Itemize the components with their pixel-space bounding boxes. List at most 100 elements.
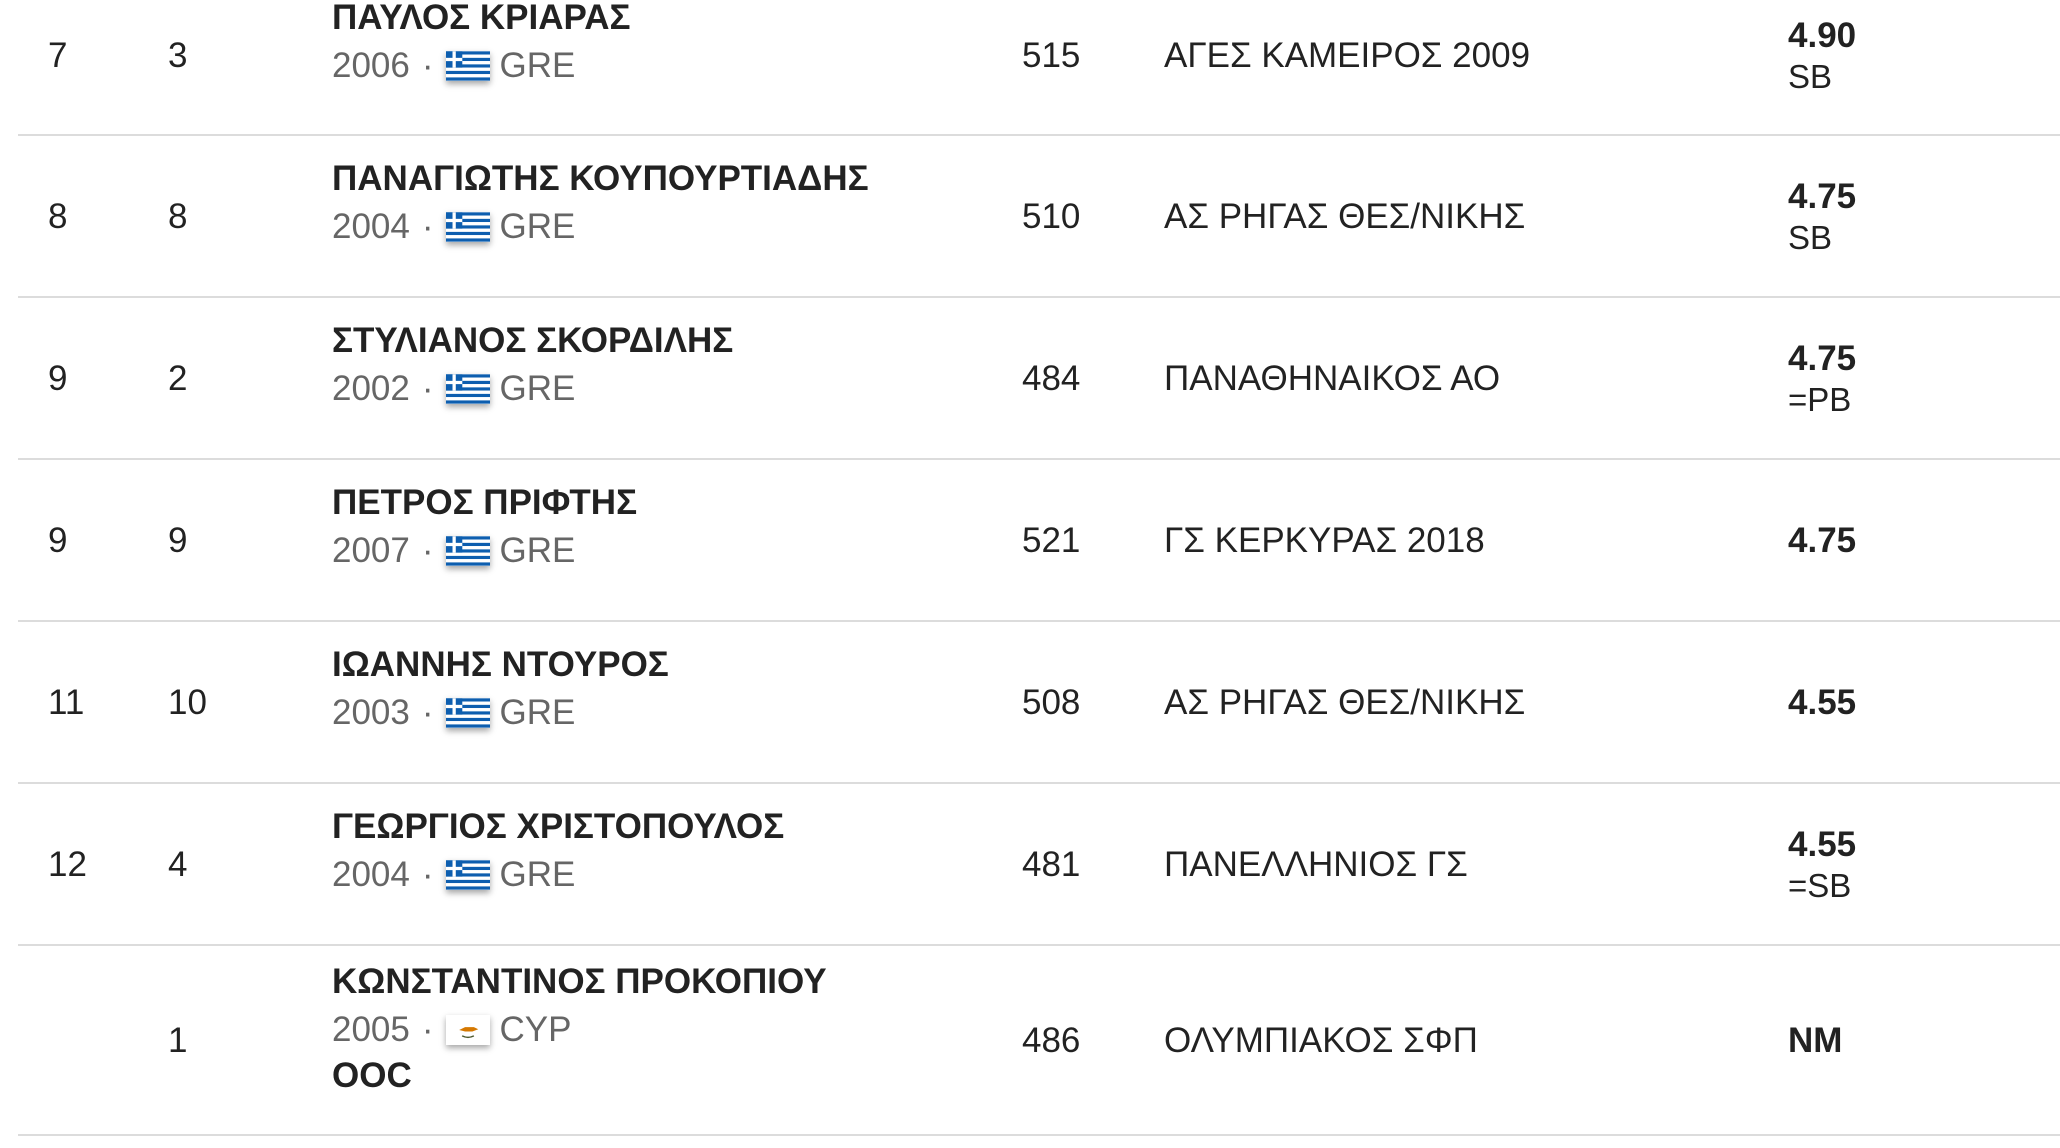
place-cell: 12: [48, 845, 87, 884]
greece-flag-icon: [445, 374, 490, 404]
place-cell: 7: [48, 36, 68, 75]
greece-flag-icon: [445, 212, 490, 242]
result-cell: 4.55: [1788, 683, 1856, 723]
result-cell: 4.75 SB: [1788, 177, 1856, 257]
place-cell: 8: [48, 197, 68, 236]
athlete-name[interactable]: ΓΕΩΡΓΙΟΣ ΧΡΙΣΤΟΠΟΥΛΟΣ: [332, 807, 785, 846]
athlete-meta: 2006 · GRE: [332, 46, 631, 86]
bib-cell: 508: [1022, 683, 1081, 722]
ooc-label: OOC: [332, 1056, 412, 1095]
birth-year: 2005: [332, 1010, 410, 1049]
place-cell: 9: [48, 359, 68, 398]
athlete-cell: ΣΤΥΛΙΑΝΟΣ ΣΚΟΡΔΙΛΗΣ 2002 · GRE: [332, 321, 733, 409]
greece-flag-icon: [445, 51, 490, 81]
bib-cell: 484: [1022, 359, 1081, 398]
athlete-cell: ΠΑΝΑΓΙΩΤΗΣ ΚΟΥΠΟΥΡΤΙΑΔΗΣ 2004 · GRE: [332, 159, 869, 247]
table-row-3[interactable]: 9 2 ΣΤΥΛΙΑΝΟΣ ΣΚΟΡΔΙΛΗΣ 2002 · GRE 484 Π…: [18, 298, 2060, 460]
order-cell: 10: [168, 683, 207, 722]
result-note: SB: [1788, 58, 1833, 95]
bib-cell: 515: [1022, 36, 1081, 75]
bib-cell: 510: [1022, 197, 1081, 236]
athlete-meta: 2007 · GRE: [332, 531, 637, 571]
order-cell: 4: [168, 845, 188, 884]
athlete-name[interactable]: ΠΕΤΡΟΣ ΠΡΙΦΤΗΣ: [332, 483, 638, 522]
athlete-meta: 2003 · GRE: [332, 693, 669, 733]
cyprus-flag-icon: [445, 1015, 490, 1045]
athlete-meta: 2002 · GRE: [332, 369, 733, 409]
result-cell: 4.55 =SB: [1788, 825, 1856, 905]
athlete-name[interactable]: ΠΑΝΑΓΙΩΤΗΣ ΚΟΥΠΟΥΡΤΙΑΔΗΣ: [332, 159, 869, 198]
country-code: GRE: [499, 207, 576, 246]
separator-dot: ·: [421, 46, 434, 85]
order-cell: 8: [168, 197, 188, 236]
result-cell: 4.75 =PB: [1788, 339, 1856, 419]
place-cell: 11: [48, 683, 85, 722]
birth-year: 2006: [332, 46, 410, 85]
bib-cell: 521: [1022, 521, 1081, 560]
result-cell: NM: [1788, 1021, 1842, 1061]
separator-dot: ·: [421, 531, 434, 570]
order-cell: 1: [168, 1021, 188, 1060]
birth-year: 2004: [332, 207, 410, 246]
separator-dot: ·: [421, 1010, 434, 1049]
birth-year: 2003: [332, 693, 410, 732]
result-mark: 4.75: [1788, 521, 1857, 560]
bib-cell: 486: [1022, 1021, 1081, 1060]
athlete-meta: 2004 · GRE: [332, 207, 869, 247]
greece-flag-icon: [445, 536, 490, 566]
order-cell: 3: [168, 36, 188, 75]
athlete-name[interactable]: ΣΤΥΛΙΑΝΟΣ ΣΚΟΡΔΙΛΗΣ: [332, 321, 734, 360]
club-cell: ΟΛΥΜΠΙΑΚΟΣ ΣΦΠ: [1164, 1021, 1478, 1060]
club-cell: ΠΑΝΑΘΗΝΑΙΚΟΣ ΑΟ: [1164, 359, 1501, 398]
birth-year: 2004: [332, 855, 410, 894]
country-code: GRE: [499, 855, 576, 894]
athlete-cell: ΠΑΥΛΟΣ ΚΡΙΑΡΑΣ 2006 · GRE: [332, 0, 631, 86]
club-cell: ΑΣ ΡΗΓΑΣ ΘΕΣ/ΝΙΚΗΣ: [1164, 683, 1526, 722]
result-mark: 4.55: [1788, 825, 1857, 864]
separator-dot: ·: [421, 207, 434, 246]
country-code: CYP: [499, 1010, 572, 1049]
result-mark: 4.90: [1788, 16, 1857, 55]
country-code: GRE: [499, 46, 576, 85]
table-row-1[interactable]: 7 3 ΠΑΥΛΟΣ ΚΡΙΑΡΑΣ 2006 · GRE 515 ΑΓΕΣ Κ…: [18, 0, 2060, 136]
table-row-7[interactable]: 1 ΚΩΝΣΤΑΝΤΙΝΟΣ ΠΡΟΚΟΠΙΟΥ 2005 · CYP OOC …: [18, 946, 2060, 1136]
athlete-name[interactable]: ΙΩΑΝΝΗΣ ΝΤΟΥΡΟΣ: [332, 645, 669, 684]
order-cell: 2: [168, 359, 188, 398]
athlete-name[interactable]: ΠΑΥΛΟΣ ΚΡΙΑΡΑΣ: [332, 0, 631, 37]
separator-dot: ·: [421, 693, 434, 732]
athlete-name[interactable]: ΚΩΝΣΤΑΝΤΙΝΟΣ ΠΡΟΚΟΠΙΟΥ: [332, 962, 827, 1001]
athlete-meta: 2005 · CYP: [332, 1010, 827, 1050]
order-cell: 9: [168, 521, 188, 560]
athlete-cell: ΚΩΝΣΤΑΝΤΙΝΟΣ ΠΡΟΚΟΠΙΟΥ 2005 · CYP OOC: [332, 962, 827, 1096]
birth-year: 2007: [332, 531, 410, 570]
result-mark: 4.75: [1788, 339, 1857, 378]
country-code: GRE: [499, 369, 576, 408]
table-row-6[interactable]: 12 4 ΓΕΩΡΓΙΟΣ ΧΡΙΣΤΟΠΟΥΛΟΣ 2004 · GRE 48…: [18, 784, 2060, 946]
table-row-5[interactable]: 11 10 ΙΩΑΝΝΗΣ ΝΤΟΥΡΟΣ 2003 · GRE 508 ΑΣ …: [18, 622, 2060, 784]
club-cell: ΠΑΝΕΛΛΗΝΙΟΣ ΓΣ: [1164, 845, 1468, 884]
table-row-4[interactable]: 9 9 ΠΕΤΡΟΣ ΠΡΙΦΤΗΣ 2007 · GRE 521 ΓΣ ΚΕΡ…: [18, 460, 2060, 622]
place-cell: 9: [48, 521, 68, 560]
separator-dot: ·: [421, 369, 434, 408]
result-note: SB: [1788, 219, 1833, 256]
table-row-2[interactable]: 8 8 ΠΑΝΑΓΙΩΤΗΣ ΚΟΥΠΟΥΡΤΙΑΔΗΣ 2004 · GRE …: [18, 136, 2060, 298]
club-cell: ΑΓΕΣ ΚΑΜΕΙΡΟΣ 2009: [1164, 36, 1531, 75]
greece-flag-icon: [445, 860, 490, 890]
athlete-meta: 2004 · GRE: [332, 855, 784, 895]
result-mark: NM: [1788, 1021, 1843, 1060]
club-cell: ΓΣ ΚΕΡΚΥΡΑΣ 2018: [1164, 521, 1485, 560]
result-note: =PB: [1788, 381, 1852, 418]
country-code: GRE: [499, 531, 576, 570]
bib-cell: 481: [1022, 845, 1081, 884]
separator-dot: ·: [421, 855, 434, 894]
birth-year: 2002: [332, 369, 410, 408]
result-mark: 4.75: [1788, 177, 1857, 216]
result-mark: 4.55: [1788, 683, 1857, 722]
athlete-cell: ΠΕΤΡΟΣ ΠΡΙΦΤΗΣ 2007 · GRE: [332, 483, 637, 571]
result-cell: 4.90 SB: [1788, 16, 1856, 96]
greece-flag-icon: [445, 698, 490, 728]
country-code: GRE: [499, 693, 576, 732]
result-note: =SB: [1788, 867, 1852, 904]
result-cell: 4.75: [1788, 521, 1856, 561]
